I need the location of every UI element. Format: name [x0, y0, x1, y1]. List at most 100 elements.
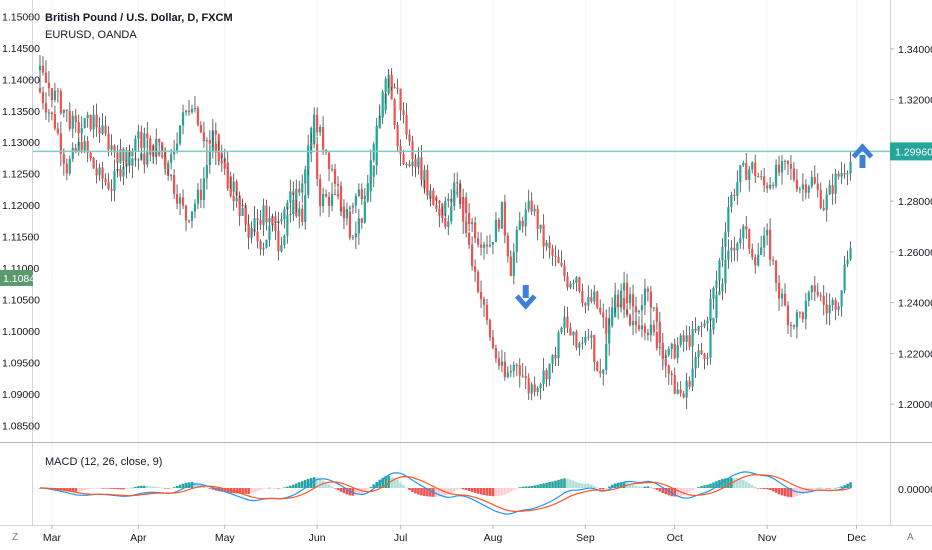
macd-histogram-bar	[461, 488, 465, 490]
gbpusd-candle-body	[780, 293, 784, 299]
gbpusd-candle-body	[423, 169, 426, 181]
gbpusd-candle-body	[143, 133, 146, 148]
gbpusd-candle-body	[71, 115, 74, 129]
eurusd-candle-body	[801, 184, 804, 190]
gbpusd-candle-body	[625, 282, 629, 304]
macd-histogram-bar	[762, 488, 766, 490]
corner-right-button[interactable]: A	[907, 532, 914, 543]
macd-histogram-bar	[637, 486, 641, 488]
eurusd-candle-body	[709, 298, 712, 321]
eurusd-candle-body	[175, 193, 179, 204]
gbpusd-candle-body	[280, 245, 283, 252]
gbpusd-candle-body	[336, 183, 340, 186]
eurusd-candle-body	[411, 161, 414, 167]
macd-histogram-bar	[262, 488, 265, 489]
gbpusd-candle-body	[184, 110, 188, 113]
eurusd-candle-body	[721, 246, 724, 261]
time-tick-label: Jun	[309, 532, 326, 544]
gbpusd-candle-body	[849, 248, 852, 260]
eurusd-candle-body	[53, 114, 56, 129]
gbpusd-candle-body	[682, 393, 685, 398]
macd-histogram-bar	[259, 488, 262, 490]
vertical-grid	[51, 0, 858, 525]
macd-histogram-bar	[759, 488, 763, 489]
gbpusd-candle-body	[345, 211, 349, 219]
gbpusd-candle-body	[122, 149, 125, 162]
gbpusd-candle-body	[602, 369, 605, 374]
gbpusd-candle-body	[214, 143, 217, 153]
eurusd-candle-body	[584, 303, 587, 306]
gbpusd-candle-body	[676, 389, 679, 394]
gbpusd-candle-body	[348, 211, 352, 238]
gbpusd-candle-body	[792, 325, 796, 328]
time-tick-label: Dec	[847, 532, 866, 544]
gbpusd-candle-body	[274, 223, 277, 231]
eurusd-candle-body	[301, 208, 304, 223]
time-axis[interactable]: Mar Apr May Jun Jul Aug Sep Oct Nov Dec	[43, 525, 866, 544]
macd-histogram-bar	[578, 482, 581, 488]
gbpusd-candle-body	[53, 90, 56, 100]
eurusd-candle-body	[837, 173, 840, 177]
eurusd-candle-body	[786, 160, 790, 165]
gbpusd-candle-body	[327, 152, 331, 169]
eurusd-candle-body	[628, 314, 632, 326]
gbpusd-candle-body	[542, 370, 545, 385]
left-tick-label: 1.11500	[2, 232, 39, 244]
macd-histogram-bar	[366, 488, 370, 490]
gbpusd-candle-body	[789, 325, 793, 327]
gbpusd-candle-body	[265, 205, 268, 223]
gbpusd-candle-body	[330, 168, 334, 170]
eurusd-candle-body	[685, 335, 688, 342]
macd-histogram-bar	[780, 488, 784, 496]
gbpusd-candle-body	[661, 342, 664, 359]
eurusd-candle-body	[280, 219, 283, 222]
eurusd-candle-body	[232, 181, 235, 192]
gbpusd-candle-body	[649, 291, 652, 308]
macd-histogram-bar	[724, 478, 727, 488]
gbpusd-candle-body	[292, 199, 295, 215]
eurusd-candle-body	[375, 128, 378, 166]
gbpusd-candle-body	[628, 294, 632, 304]
macd-histogram-bar	[664, 488, 668, 495]
gbpusd-candle-body	[86, 114, 89, 119]
gbpusd-candle-body	[456, 192, 459, 194]
macd-histogram-bar	[303, 480, 307, 488]
macd-histogram-bar	[223, 488, 227, 493]
gbpusd-candle-body	[286, 215, 289, 236]
eurusd-candle-body	[667, 348, 670, 356]
gbpusd-candle-body	[590, 335, 593, 338]
gbpusd-candle-body	[801, 312, 804, 320]
macd-histogram-bar	[458, 488, 462, 490]
macd-histogram-bar	[524, 486, 528, 488]
macd-histogram-bar	[765, 488, 769, 490]
eurusd-candle-body	[652, 324, 655, 333]
macd-histogram-bar	[208, 488, 212, 489]
gbpusd-candle-body	[360, 218, 363, 223]
gbpusd-candle-body	[313, 114, 316, 144]
gbpusd-candle-body	[56, 90, 59, 92]
gbpusd-candle-body	[363, 201, 366, 223]
corner-left-button[interactable]: Z	[12, 532, 18, 543]
macd-histogram-bar	[452, 488, 456, 492]
macd-histogram-bar	[196, 483, 200, 488]
gbpusd-candle-body	[408, 134, 411, 142]
eurusd-candle-body	[825, 194, 828, 210]
right-price-axis[interactable]: 1.340001.320001.300001.280001.260001.240…	[890, 44, 932, 411]
macd-histogram-bar	[512, 488, 516, 491]
gbpusd-candle-body	[840, 290, 843, 307]
gbpusd-candle-body	[473, 266, 477, 272]
left-tick-label: 1.09000	[2, 389, 40, 401]
eurusd-candle-body	[482, 244, 486, 248]
eurusd-candle-body	[530, 200, 533, 212]
gbpusd-candle-body	[47, 82, 51, 89]
macd-histogram-bar	[113, 488, 116, 490]
gbpusd-candle-body	[271, 218, 274, 224]
left-tick-label: 1.14000	[2, 74, 40, 86]
gbpusd-candle-body	[593, 335, 596, 362]
macd-histogram-bar	[682, 488, 685, 496]
gbpusd-candle-body	[688, 380, 691, 387]
eurusd-candle-body	[819, 190, 822, 208]
gbpusd-candle-body	[822, 295, 825, 305]
eurusd-candle-body	[524, 209, 527, 227]
gbpusd-candle-body	[715, 294, 718, 318]
